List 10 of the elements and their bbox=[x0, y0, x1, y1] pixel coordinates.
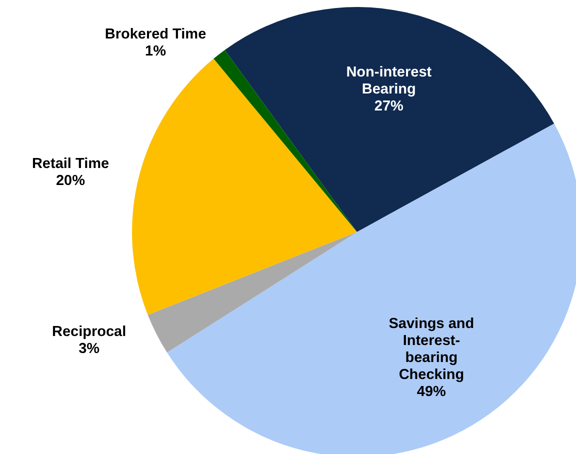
slice-label: Retail Time bbox=[32, 156, 110, 172]
data-label: 27% bbox=[374, 98, 404, 114]
data-label: 49% bbox=[416, 384, 446, 400]
data-label: 20% bbox=[56, 173, 86, 190]
slice-label: Non-interest Bearing bbox=[346, 64, 432, 98]
data-label: 1% bbox=[145, 44, 166, 60]
slice-label: Savings and Interest-bearing Checking bbox=[388, 316, 474, 383]
data-label: 3% bbox=[78, 341, 100, 358]
slice-label: Reciprocal bbox=[52, 324, 126, 340]
slice-label: Brokered Time bbox=[104, 26, 206, 43]
